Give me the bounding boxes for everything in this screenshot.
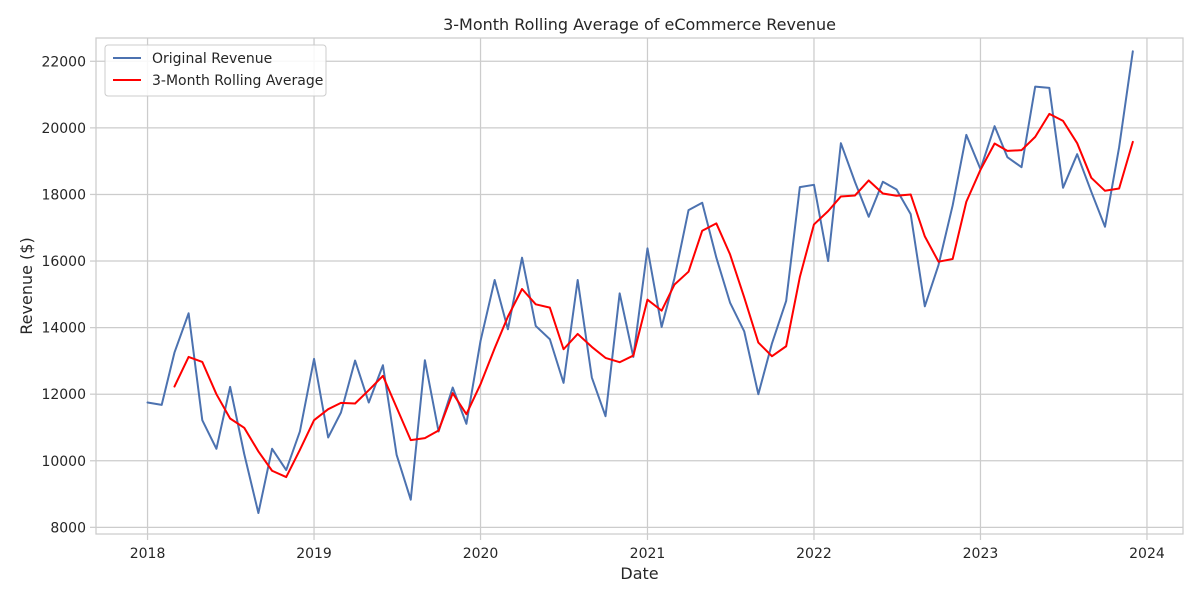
series-line-3-month-rolling-average: [173, 112, 1134, 479]
series-layer: [146, 50, 1134, 515]
plot-frame: [95, 37, 1184, 535]
chart-title: 3-Month Rolling Average of eCommerce Rev…: [443, 15, 836, 34]
y-tick-label: 10000: [41, 454, 86, 470]
legend-box: [104, 44, 327, 97]
x-tick-label: 2024: [1129, 546, 1165, 562]
y-axis: 8000 10000 12000 14000 16000 18000 20000 22000: [41, 54, 96, 536]
x-axis-label: Date: [620, 564, 658, 583]
legend-label-original-revenue: Original Revenue: [152, 51, 272, 67]
x-tick-label: 2021: [630, 546, 666, 562]
y-tick-label: 8000: [50, 520, 86, 536]
legend: Original Revenue 3-Month Rolling Average: [104, 44, 327, 97]
y-tick-label: 20000: [41, 121, 86, 137]
legend-label-rolling-average: 3-Month Rolling Average: [152, 73, 323, 89]
x-tick-label: 2022: [796, 546, 832, 562]
x-axis: 2018 2019 2020 2021 2022 2023 2024: [130, 534, 1165, 562]
y-tick-label: 18000: [41, 187, 86, 203]
x-tick-label: 2018: [130, 546, 166, 562]
y-tick-label: 14000: [41, 321, 86, 337]
y-axis-label: Revenue ($): [17, 237, 36, 334]
y-tick-label: 22000: [41, 54, 86, 70]
x-tick-label: 2020: [463, 546, 499, 562]
y-tick-label: 16000: [41, 254, 86, 270]
x-tick-label: 2019: [296, 546, 332, 562]
series-line-original-revenue: [146, 50, 1134, 515]
y-tick-label: 12000: [41, 387, 86, 403]
x-tick-label: 2023: [963, 546, 999, 562]
